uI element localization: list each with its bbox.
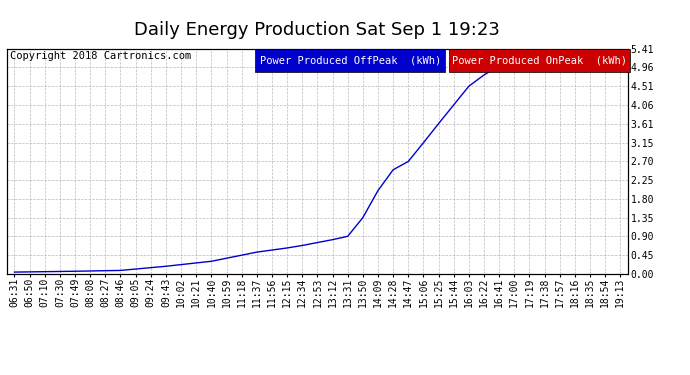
Text: Copyright 2018 Cartronics.com: Copyright 2018 Cartronics.com xyxy=(10,51,192,61)
Text: Daily Energy Production Sat Sep 1 19:23: Daily Energy Production Sat Sep 1 19:23 xyxy=(135,21,500,39)
Text: Power Produced OffPeak  (kWh): Power Produced OffPeak (kWh) xyxy=(259,56,441,66)
Text: Power Produced OnPeak  (kWh): Power Produced OnPeak (kWh) xyxy=(452,56,627,66)
